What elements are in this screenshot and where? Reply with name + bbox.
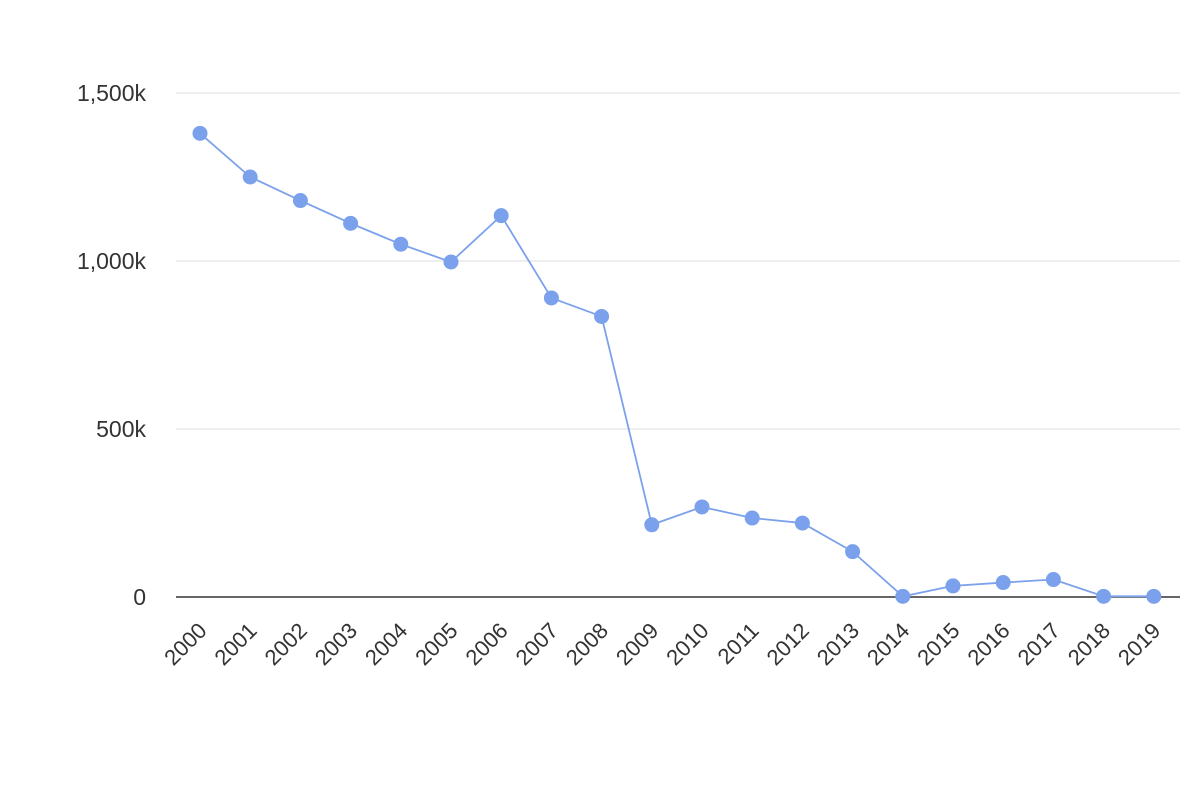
data-point-2013[interactable] [845, 544, 861, 560]
x-tick-label: 2011 [713, 618, 764, 669]
series-line [199, 132, 1154, 598]
x-tick-label: 2014 [862, 618, 914, 670]
data-point-2008[interactable] [594, 308, 610, 324]
data-point-2010[interactable] [694, 499, 710, 515]
y-axis-tick-labels: 0 500k 1,000k 1,500k [77, 80, 147, 610]
y-tick-label: 1,000k [77, 248, 147, 274]
x-tick-label: 2008 [561, 618, 613, 670]
x-tick-label: 2015 [912, 618, 964, 670]
x-tick-label: 2007 [511, 618, 563, 670]
data-point-2016[interactable] [995, 575, 1011, 591]
data-point-2003[interactable] [343, 215, 359, 231]
data-point-2005[interactable] [443, 254, 459, 270]
data-point-2009[interactable] [644, 517, 660, 533]
x-tick-label: 2004 [360, 618, 412, 670]
x-tick-label: 2010 [661, 618, 713, 670]
data-point-2004[interactable] [393, 236, 409, 252]
x-tick-label: 2009 [611, 618, 663, 670]
x-axis-tick-labels: 2000200120022003200420052006200720082009… [159, 618, 1165, 670]
series-points [192, 125, 1162, 604]
data-point-2015[interactable] [945, 578, 961, 594]
x-tick-label: 2013 [812, 618, 864, 670]
y-tick-label: 1,500k [77, 80, 147, 106]
data-point-2001[interactable] [242, 169, 258, 185]
y-tick-label: 0 [133, 584, 146, 610]
y-tick-label: 500k [96, 416, 146, 442]
x-tick-label: 2012 [762, 618, 814, 670]
x-tick-label: 2005 [410, 618, 462, 670]
x-tick-label: 2000 [159, 618, 211, 670]
data-point-2006[interactable] [493, 208, 509, 224]
x-tick-label: 2003 [310, 618, 362, 670]
x-tick-label: 2019 [1113, 618, 1165, 670]
data-point-2002[interactable] [292, 193, 308, 209]
data-point-2012[interactable] [794, 515, 810, 531]
x-tick-label: 2001 [209, 618, 261, 670]
data-point-2011[interactable] [744, 510, 760, 526]
data-point-2014[interactable] [895, 588, 911, 604]
data-point-2019[interactable] [1146, 588, 1162, 604]
series-line-path [199, 132, 1154, 598]
x-tick-label: 2018 [1063, 618, 1115, 670]
data-point-2007[interactable] [543, 290, 559, 306]
data-point-2000[interactable] [192, 125, 208, 141]
gridlines [176, 92, 1180, 598]
x-tick-label: 2017 [1013, 618, 1065, 670]
x-tick-label: 2006 [460, 618, 512, 670]
x-tick-label: 2002 [260, 618, 312, 670]
data-point-2017[interactable] [1045, 572, 1061, 588]
data-point-2018[interactable] [1096, 588, 1112, 604]
x-tick-label: 2016 [962, 618, 1014, 670]
